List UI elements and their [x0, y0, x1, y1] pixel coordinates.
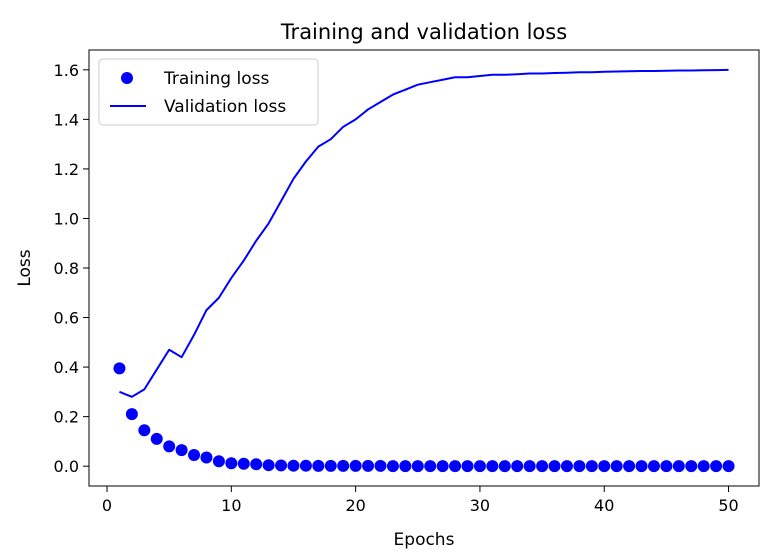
- training-loss-point: [275, 459, 288, 472]
- x-tick-label: 0: [102, 496, 112, 515]
- training-loss-point: [710, 460, 723, 473]
- chart-title: Training and validation loss: [280, 20, 567, 44]
- training-loss-point: [523, 460, 536, 473]
- training-loss-point: [697, 460, 710, 473]
- training-loss-point: [598, 460, 611, 473]
- y-tick-label: 1.6: [54, 61, 79, 80]
- y-tick-label: 1.0: [54, 209, 79, 228]
- y-tick-label: 0.0: [54, 457, 79, 476]
- training-loss-point: [722, 460, 735, 473]
- training-loss-point: [623, 460, 636, 473]
- training-loss-point: [573, 460, 586, 473]
- training-loss-point: [262, 459, 275, 472]
- training-loss-point: [511, 460, 524, 473]
- training-loss-point: [212, 455, 225, 468]
- training-loss-point: [125, 408, 138, 421]
- training-loss-point: [324, 459, 337, 472]
- training-loss-point: [498, 460, 511, 473]
- training-loss-point: [250, 458, 263, 471]
- training-loss-point: [200, 451, 213, 464]
- training-loss-point: [349, 459, 362, 472]
- training-loss-point: [337, 459, 350, 472]
- plot-area: [113, 68, 735, 473]
- legend-box: [98, 58, 319, 126]
- training-loss-point: [548, 460, 561, 473]
- y-tick-label: 0.6: [54, 309, 79, 328]
- y-tick-label: 0.8: [54, 259, 79, 278]
- training-loss-point: [237, 457, 250, 470]
- training-loss-point: [461, 460, 474, 473]
- training-loss-point: [138, 424, 151, 437]
- training-loss-point: [362, 459, 375, 472]
- training-loss-point: [225, 457, 238, 470]
- legend: Training loss Validation loss: [98, 58, 319, 126]
- training-loss-point: [610, 460, 623, 473]
- validation-loss-line: [119, 68, 729, 398]
- training-loss-point: [188, 449, 201, 462]
- x-tick-label: 50: [718, 496, 738, 515]
- x-tick-label: 40: [594, 496, 614, 515]
- training-loss-point: [411, 460, 424, 473]
- x-tick-label: 10: [221, 496, 241, 515]
- legend-marker-training-loss: [121, 72, 133, 84]
- training-loss-point: [424, 460, 437, 473]
- training-loss-point: [536, 460, 549, 473]
- training-loss-point: [299, 459, 312, 472]
- training-loss-point: [647, 460, 660, 473]
- y-tick-label: 0.2: [54, 408, 79, 427]
- y-axis-label: Loss: [15, 249, 35, 286]
- training-loss-point: [685, 460, 698, 473]
- y-tick-label: 0.4: [54, 358, 79, 377]
- training-loss-point: [473, 460, 486, 473]
- training-loss-point: [163, 440, 176, 453]
- legend-label-validation-loss: Validation loss: [164, 97, 286, 117]
- training-loss-point: [486, 460, 499, 473]
- training-loss-point: [175, 444, 188, 457]
- y-tick-label: 1.2: [54, 160, 79, 179]
- legend-label-training-loss: Training loss: [163, 69, 269, 89]
- training-loss-point: [113, 362, 126, 375]
- training-loss-point: [374, 459, 387, 472]
- x-tick-label: 20: [345, 496, 365, 515]
- training-loss-point: [449, 460, 462, 473]
- training-loss-point: [399, 460, 412, 473]
- training-loss-point: [312, 459, 325, 472]
- training-loss-point: [287, 459, 300, 472]
- training-loss-point: [436, 460, 449, 473]
- training-loss-point: [560, 460, 573, 473]
- training-loss-point: [585, 460, 598, 473]
- training-loss-point: [672, 460, 685, 473]
- training-loss-point: [635, 460, 648, 473]
- y-tick-label: 1.4: [54, 110, 79, 129]
- training-loss-point: [150, 432, 163, 445]
- x-axis-label: Epochs: [394, 530, 455, 550]
- training-loss-point: [660, 460, 673, 473]
- x-axis: 0 10 20 30 40 50: [102, 486, 739, 515]
- y-axis: 0.0 0.2 0.4 0.6 0.8 1.0 1.2 1.4 1.6: [54, 61, 89, 476]
- training-loss-point: [386, 460, 399, 473]
- x-tick-label: 30: [470, 496, 490, 515]
